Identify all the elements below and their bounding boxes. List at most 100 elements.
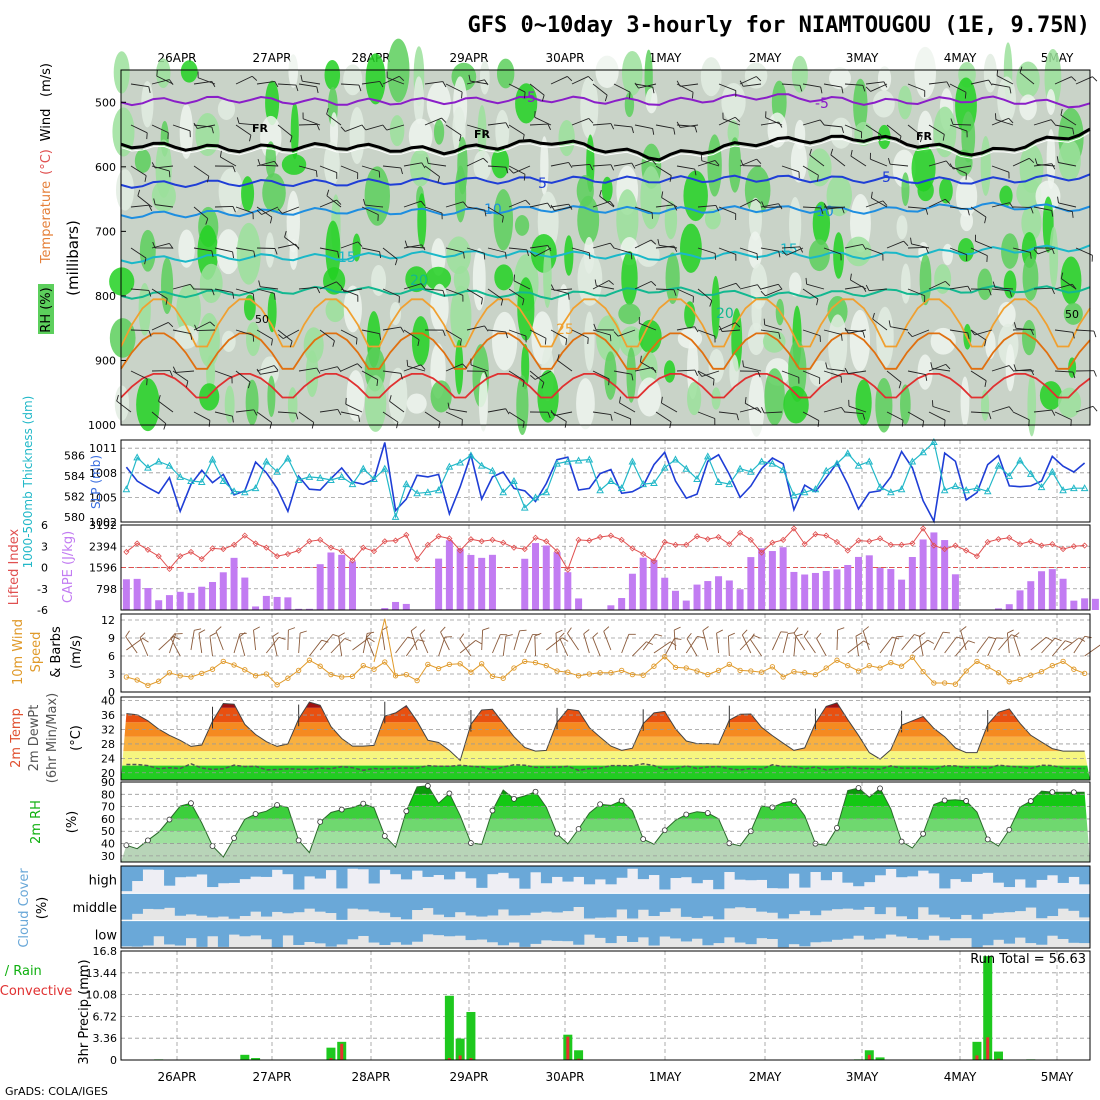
rh-blob <box>665 252 680 304</box>
cape-bar-59 <box>758 548 766 610</box>
li-point-11 <box>241 532 248 539</box>
wind-point-1 <box>134 677 140 683</box>
thickness-point-80 <box>983 487 992 495</box>
wind-barb-upper-flag <box>676 80 681 87</box>
li-point-36 <box>510 544 518 551</box>
cloud-middle-73 <box>906 893 919 920</box>
wind-barb-upper <box>743 366 762 372</box>
wind-barb-upper <box>870 158 888 167</box>
upper-ylabel-degc: (°C) <box>39 149 54 175</box>
wind-barb-upper-flag <box>316 124 320 131</box>
rh-point-74 <box>920 830 927 837</box>
rh-blob <box>141 81 154 128</box>
wind-barb-sfc-11 <box>239 636 246 657</box>
wind-barb-upper-flag <box>550 410 555 416</box>
rh-point-32 <box>468 840 474 846</box>
wind-barb-upper-flag <box>332 340 335 347</box>
wind-barb-upper-flag <box>588 76 594 82</box>
li-point-72 <box>898 541 905 548</box>
cloud-high-51 <box>670 866 682 879</box>
wind-barb-upper-flag <box>944 281 951 287</box>
wind-barb-upper <box>382 370 401 374</box>
wind-barb-upper <box>382 326 401 331</box>
cape-bar-67 <box>844 564 852 610</box>
cloud-high-28 <box>422 866 434 877</box>
cloud-low-32 <box>465 920 477 941</box>
wind-barb-upper-flag <box>755 198 762 204</box>
wind-barb-upper <box>718 282 737 290</box>
rh-blob <box>1063 302 1083 325</box>
wind-barb-upper <box>424 81 443 85</box>
wind-barb-upper <box>193 124 212 128</box>
precip-total-11 <box>240 1054 250 1060</box>
li-point-15 <box>284 550 291 558</box>
wind-barb-sfc-77-flag <box>968 640 976 644</box>
upper-ytick-0: 500 <box>95 96 116 109</box>
wind-barb-upper-flag <box>253 409 258 416</box>
thickness-point-79 <box>973 484 981 492</box>
wind-barb-upper <box>151 322 169 331</box>
rh-blob <box>985 330 996 360</box>
wind-point-59 <box>758 669 765 675</box>
wind-barb-upper <box>848 329 867 334</box>
wind-barb-upper-flag <box>650 239 657 245</box>
wind-barb-sfc-28-flag <box>419 629 426 635</box>
wind-barb-upper <box>619 402 636 413</box>
wind-barb-upper <box>697 329 716 337</box>
cloud-middle-75 <box>928 893 940 915</box>
cloud-low-50 <box>659 920 671 937</box>
cloud-high-77 <box>950 866 962 880</box>
wind-barb-upper <box>975 240 993 249</box>
rh-point-16 <box>295 837 302 844</box>
cloud-middle-67 <box>842 893 854 909</box>
rh-blob <box>492 311 518 371</box>
cape-bar-19 <box>327 552 335 610</box>
wind-barb-upper-flag <box>599 189 602 197</box>
wind-barb-sfc-9-flag <box>215 626 222 632</box>
li-line <box>126 527 1085 571</box>
wind-barb-upper <box>844 285 863 290</box>
cloud-high-82 <box>1003 866 1016 888</box>
wind-barb-upper-flag <box>156 69 158 77</box>
cloud-high-72 <box>896 866 908 878</box>
cloud-middle-31 <box>454 893 466 913</box>
wind-barb-upper-flag <box>148 290 152 297</box>
cloud-middle-12 <box>250 893 262 912</box>
wind-point-0 <box>123 674 130 680</box>
cloud-ylabel: Cloud Cover <box>17 868 32 948</box>
wind-point-74 <box>920 668 926 675</box>
wind-barb-sfc-65-flag <box>816 632 822 639</box>
cape-bar-77 <box>951 574 959 610</box>
rh-blob <box>514 215 530 236</box>
wind-barb-upper-flag <box>1013 364 1017 371</box>
rh-blob <box>917 179 934 202</box>
rh-blob <box>324 60 341 90</box>
wind-barb-upper <box>571 329 589 339</box>
wind-barb-sfc-48 <box>642 633 656 651</box>
wind-barb-upper <box>599 195 615 208</box>
wind-barb-upper-flag <box>172 366 177 373</box>
wind-barb-sfc-28 <box>419 634 429 654</box>
wind-barb-upper <box>365 124 384 131</box>
wind-point-48 <box>640 672 646 678</box>
wind-barb-upper <box>466 206 485 211</box>
wind-barb-upper-flag <box>1060 108 1063 116</box>
cloud-middle-22 <box>357 893 370 910</box>
wind-barb-sfc-88 <box>1073 636 1086 654</box>
rh-blob <box>241 176 255 212</box>
rh-blob <box>515 83 538 124</box>
rh-blob <box>960 376 970 427</box>
wind-barb-upper-flag <box>258 280 261 287</box>
wind-barb-upper <box>487 329 506 333</box>
wind-barb-upper-flag <box>530 375 536 380</box>
wind-barb-upper <box>932 367 951 372</box>
wind-barb-upper-flag <box>709 300 713 307</box>
li-point-54 <box>704 536 711 543</box>
wind-barb-sfc-56-flag <box>728 632 735 637</box>
wind-barb-upper-flag <box>610 164 615 171</box>
wind-barb-upper <box>928 160 947 167</box>
wind-barb-upper <box>513 165 531 174</box>
wind-barb-upper <box>550 162 569 167</box>
wind-barb-upper-flag <box>442 329 446 337</box>
cloud-low-42 <box>573 920 585 945</box>
